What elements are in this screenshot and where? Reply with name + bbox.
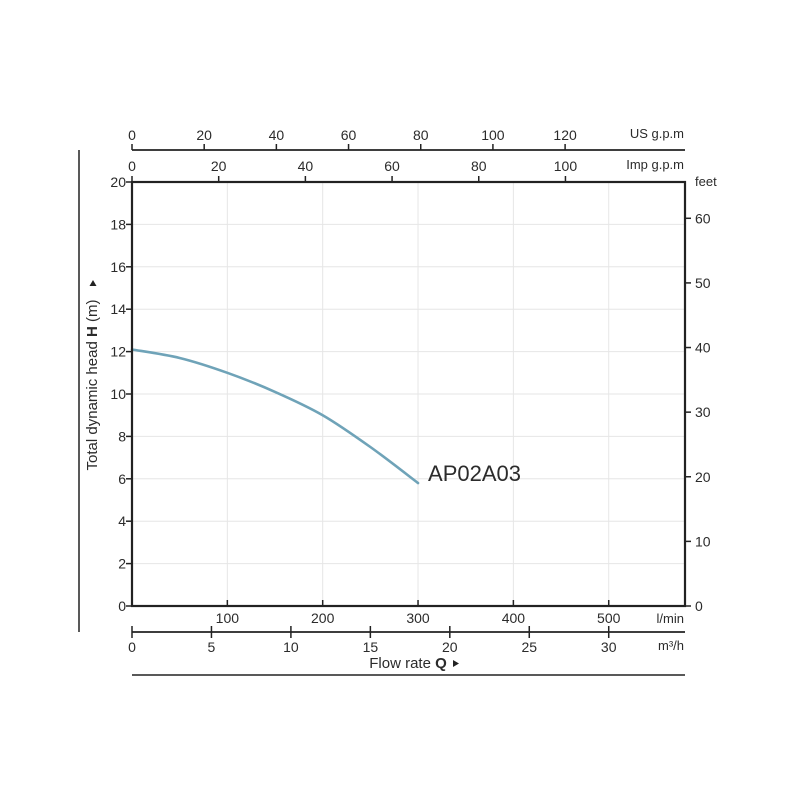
x-tick-label: 300 [406,610,430,626]
y2-tick-label: 60 [695,210,711,226]
x2-unit-label: m³/h [658,638,684,653]
y-tick-label: 10 [110,386,126,402]
x4-tick-label: 80 [471,158,487,174]
axes-layer [78,144,691,676]
x-axis-title-text: Flow rate [369,655,435,672]
y-axis-symbol: H [84,326,101,337]
x3-tick-label: 80 [413,127,429,143]
x4-tick-label: 60 [384,158,400,174]
x4-tick-label: 0 [128,158,136,174]
x2-tick-label: 15 [363,639,379,655]
y2-tick-label: 0 [695,598,703,614]
y-tick-label: 6 [118,471,126,487]
y-tick-label: 8 [118,428,126,444]
y-tick-label: 4 [118,513,126,529]
x3-tick-label: 100 [481,127,505,143]
series-label: AP02A03 [428,461,521,486]
y2-tick-label: 30 [695,404,711,420]
y-axis-title-text: Total dynamic head [84,337,101,470]
y-tick-label: 12 [110,344,126,360]
x-axis-title: Flow rate Q [369,655,447,672]
x2-tick-label: 5 [208,639,216,655]
x-tick-label: 500 [597,610,621,626]
y-axis-unit: (m) [84,300,101,327]
y-tick-label: 14 [110,301,126,317]
y-tick-label: 18 [110,216,126,232]
y2-unit-label: feet [695,174,717,189]
y2-tick-label: 20 [695,469,711,485]
x3-tick-label: 20 [196,127,212,143]
x2-tick-label: 20 [442,639,458,655]
x3-tick-label: 120 [553,127,577,143]
x2-tick-label: 30 [601,639,617,655]
x3-tick-label: 60 [341,127,357,143]
x4-tick-label: 20 [211,158,227,174]
y-tick-label: 2 [118,556,126,572]
x4-tick-label: 40 [298,158,314,174]
y-title-arrow [89,280,97,286]
x3-tick-label: 0 [128,127,136,143]
x-unit-label: l/min [657,611,684,626]
series-layer [130,348,420,485]
grid-lines [132,182,685,606]
series-line-ap02a03 [130,348,420,485]
x-tick-label: 200 [311,610,335,626]
y2-tick-label: 10 [695,533,711,549]
x2-tick-label: 0 [128,639,136,655]
x3-unit-label: US g.p.m [630,126,684,141]
y-tick-label: 16 [110,259,126,275]
x2-tick-label: 25 [521,639,537,655]
x-tick-label: 100 [216,610,240,626]
y-axis-title: Total dynamic head H (m) [84,300,101,471]
x4-tick-label: 100 [554,158,578,174]
y2-tick-label: 50 [695,275,711,291]
x-tick-label: 400 [502,610,526,626]
y2-tick-label: 40 [695,340,711,356]
y-tick-label: 20 [110,174,126,190]
x2-tick-label: 10 [283,639,299,655]
y-tick-label: 0 [118,598,126,614]
x-axis-symbol: Q [435,655,447,672]
x4-unit-label: Imp g.p.m [626,157,684,172]
x3-tick-label: 40 [269,127,285,143]
x-title-arrow [453,660,459,667]
